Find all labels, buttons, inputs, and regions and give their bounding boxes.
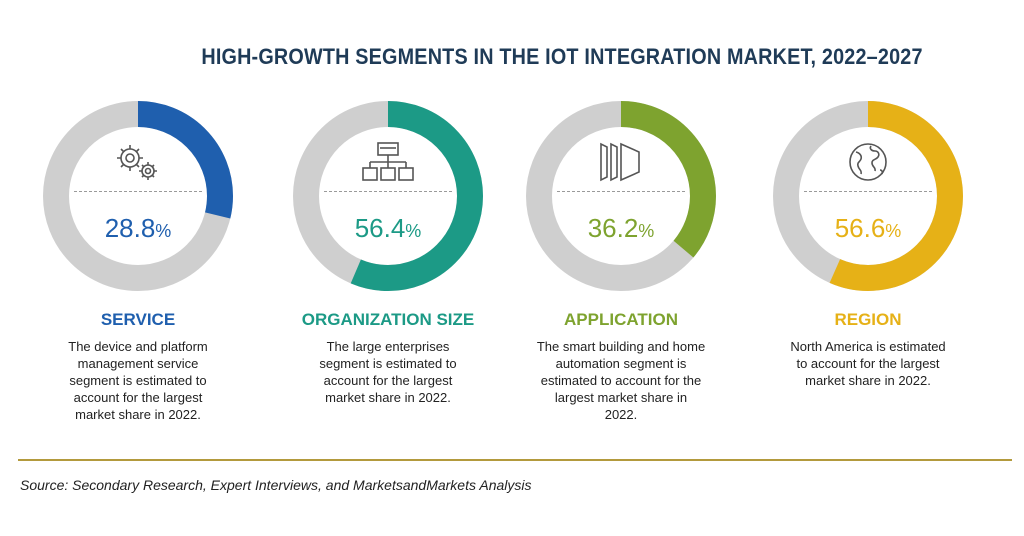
value-number: 28.8 [104, 213, 156, 243]
donut-arc [293, 101, 483, 291]
donut-arc [526, 101, 716, 291]
segment-title: ORGANIZATION SIZE [301, 310, 475, 329]
description-line: segment is estimated to [69, 373, 207, 388]
value-number: 36.2 [587, 213, 639, 243]
description-line: segment is estimated to [319, 356, 457, 371]
divider-dashed [324, 191, 452, 192]
description-line: management service [77, 356, 199, 371]
segment-title: APPLICATION [564, 310, 678, 329]
chart-title: HIGH-GROWTH SEGMENTS IN THE IOT INTEGRAT… [201, 44, 923, 69]
segment-description: North America is estimated to account for… [758, 338, 978, 389]
globe-icon [849, 143, 887, 181]
description-line: market share in 2022. [75, 407, 201, 422]
description-line: account for the largest [73, 390, 203, 405]
donut-arc [773, 101, 963, 291]
description-line: to account for the largest [796, 356, 940, 371]
segment-description: The large enterprises segment is estimate… [278, 338, 498, 406]
footer-rule [18, 459, 1012, 461]
value-number: 56.6 [834, 213, 886, 243]
value-region: 56.6% [768, 213, 968, 244]
description-line: 2022. [604, 407, 638, 422]
description-line: automation segment is [555, 356, 687, 371]
description-line: market share in 2022. [325, 390, 451, 405]
segment-description: The device and platform management servic… [28, 338, 248, 423]
gears-icon [117, 145, 157, 180]
value-unit: % [155, 221, 172, 241]
donut-ring-region [773, 101, 963, 291]
description-line: market share in 2022. [805, 373, 931, 388]
donut-ring-organization-size [293, 101, 483, 291]
value-unit: % [638, 221, 655, 241]
description-line: account for the largest [323, 373, 453, 388]
donut-ring-service [43, 101, 233, 291]
value-service: 28.8% [38, 213, 238, 244]
description-line: estimated to account for the [540, 373, 702, 388]
value-unit: % [405, 221, 422, 241]
source-note: Source: Secondary Research, Expert Inter… [20, 477, 532, 493]
donut-ring-application [526, 101, 716, 291]
value-application: 36.2% [521, 213, 721, 244]
segment-title: REGION [834, 310, 902, 329]
value-organization-size: 56.4% [288, 213, 488, 244]
panels-icon [600, 142, 640, 182]
donut-arc [43, 101, 233, 291]
divider-dashed [557, 191, 685, 192]
org-chart-icon [362, 142, 414, 181]
description-line: The smart building and home [536, 339, 706, 354]
segment-title: SERVICE [100, 310, 176, 329]
description-line: largest market share in [554, 390, 688, 405]
description-line: The device and platform [68, 339, 208, 354]
value-unit: % [885, 221, 902, 241]
value-number: 56.4 [354, 213, 406, 243]
divider-dashed [74, 191, 202, 192]
segment-description: The smart building and home automation se… [511, 338, 731, 423]
description-line: The large enterprises [326, 339, 450, 354]
description-line: North America is estimated [790, 339, 946, 354]
divider-dashed [804, 191, 932, 192]
